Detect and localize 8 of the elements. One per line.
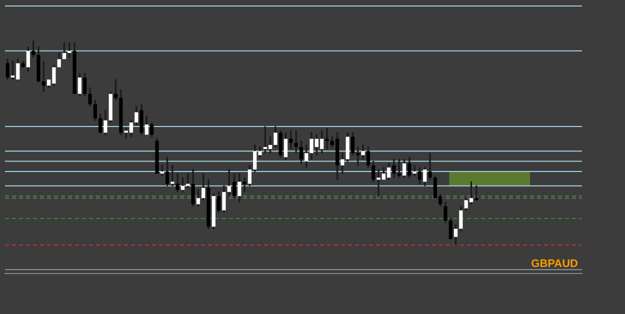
text: GBPAUD: [531, 258, 578, 270]
candlestick: [412, 165, 416, 176]
candlestick: [242, 177, 246, 192]
candlestick: [289, 130, 293, 150]
candlestick: [170, 165, 174, 186]
candlestick: [325, 128, 329, 150]
candlestick: [428, 152, 432, 180]
candlestick: [294, 130, 298, 154]
